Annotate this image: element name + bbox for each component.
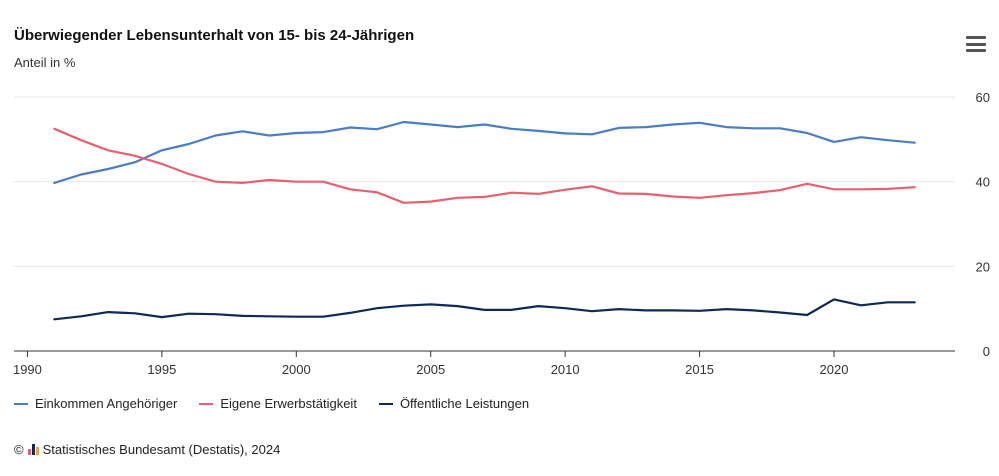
series-line-2 — [53, 298, 916, 321]
legend-label: Eigene Erwerbstätigkeit — [220, 396, 357, 411]
x-tick-label: 2000 — [282, 362, 311, 377]
legend-swatch — [199, 402, 214, 405]
x-tick-label: 2020 — [820, 362, 849, 377]
series-line-1 — [53, 127, 916, 204]
legend-item-erwerbstaetigkeit[interactable]: Eigene Erwerbstätigkeit — [199, 396, 357, 411]
x-tick-label: 1995 — [147, 362, 176, 377]
source-footer: © Statistisches Bundesamt (Destatis), 20… — [14, 442, 280, 457]
hamburger-menu-icon[interactable] — [966, 36, 986, 52]
x-tick-label: 2005 — [416, 362, 445, 377]
y-tick-label: 0 — [983, 344, 990, 359]
chart-title: Überwiegender Lebensunterhalt von 15- bi… — [14, 27, 415, 44]
destatis-logo-icon — [27, 444, 39, 455]
copyright-symbol: © — [14, 442, 24, 457]
source-text: Statistisches Bundesamt (Destatis), 2024 — [42, 442, 281, 457]
legend: Einkommen Angehöriger Eigene Erwerbstäti… — [14, 396, 529, 411]
legend-item-leistungen[interactable]: Öffentliche Leistungen — [378, 396, 530, 411]
y-tick-label: 40 — [976, 175, 990, 190]
series-line-0 — [53, 120, 916, 184]
legend-swatch — [378, 402, 393, 405]
x-tick-label: 2015 — [685, 362, 714, 377]
y-tick-label: 20 — [976, 259, 990, 274]
legend-item-einkommen[interactable]: Einkommen Angehöriger — [14, 396, 177, 411]
x-tick-label: 2010 — [551, 362, 580, 377]
legend-swatch — [14, 402, 28, 405]
y-tick-label: 60 — [976, 90, 990, 105]
legend-label: Einkommen Angehöriger — [35, 396, 178, 411]
chart-subtitle: Anteil in % — [14, 55, 76, 70]
legend-label: Öffentliche Leistungen — [399, 396, 530, 411]
x-tick-label: 1990 — [13, 362, 42, 377]
